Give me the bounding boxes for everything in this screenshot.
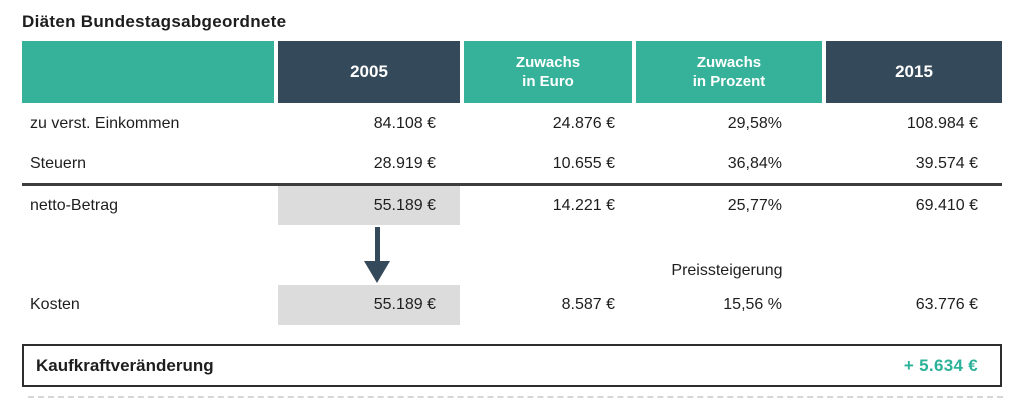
value-2005: 84.108 € (373, 115, 436, 132)
table-row-kosten: Kosten 55.189 € 8.587 € 15,56 % 63.776 € (22, 285, 1002, 325)
bottom-dashed-divider (28, 396, 1003, 398)
value-zuwachs-prozent: 25,77% (727, 196, 782, 214)
row-label: netto-Betrag (30, 196, 119, 214)
table-row-einkommen: zu verst. Einkommen 84.108 € 24.876 € 29… (22, 103, 1002, 145)
annotation-band: Preissteigerung (22, 225, 1002, 285)
page-title: Diäten Bundestagsabgeordnete (22, 12, 287, 31)
header-cell-2005: 2005 (274, 41, 460, 103)
value-zuwachs-euro: 24.876 € (552, 115, 615, 132)
value-zuwachs-prozent: 36,84% (727, 155, 782, 172)
value-2015: 63.776 € (915, 296, 978, 313)
summary-box: Kaufkraftveränderung + 5.634 € (22, 344, 1002, 387)
header-cell-zuwachs-prozent: Zuwachs in Prozent (632, 41, 822, 103)
row-label: zu verst. Einkommen (30, 115, 180, 132)
table-header-row: 2005 Zuwachs in Euro Zuwachs in Prozent … (22, 41, 1002, 103)
table-row-steuern: Steuern 28.919 € 10.655 € 36,84% 39.574 … (22, 145, 1002, 183)
row-label: Steuern (30, 155, 87, 172)
summary-value: + 5.634 € (903, 355, 978, 375)
highlighted-cell-kosten-2005: 55.189 € (274, 285, 460, 325)
value-2015: 39.574 € (915, 155, 978, 172)
down-arrow-head (364, 261, 390, 283)
header-cell-2015: 2015 (822, 41, 1002, 103)
highlighted-cell-netto-2005: 55.189 € (274, 186, 460, 225)
value-2015: 69.410 € (915, 196, 978, 214)
summary-label: Kaufkraftveränderung (36, 355, 214, 375)
down-arrow-icon (364, 225, 390, 283)
value-zuwachs-prozent: 15,56 % (723, 296, 782, 313)
value-2005: 28.919 € (373, 155, 436, 172)
header-cell-zuwachs-euro: Zuwachs in Euro (460, 41, 632, 103)
value-zuwachs-prozent: 29,58% (727, 115, 782, 132)
diaeten-table: 2005 Zuwachs in Euro Zuwachs in Prozent … (22, 41, 1002, 325)
header-cell-empty (22, 41, 274, 103)
table-row-netto: netto-Betrag 55.189 € 14.221 € 25,77% 69… (22, 183, 1002, 225)
preissteigerung-label: Preissteigerung (671, 262, 783, 279)
value-zuwachs-euro: 10.655 € (552, 155, 615, 172)
value-2015: 108.984 € (906, 115, 978, 132)
value-zuwachs-euro: 14.221 € (552, 196, 615, 214)
row-label: Kosten (30, 296, 80, 313)
down-arrow-shaft (374, 227, 380, 262)
value-zuwachs-euro: 8.587 € (561, 296, 615, 313)
